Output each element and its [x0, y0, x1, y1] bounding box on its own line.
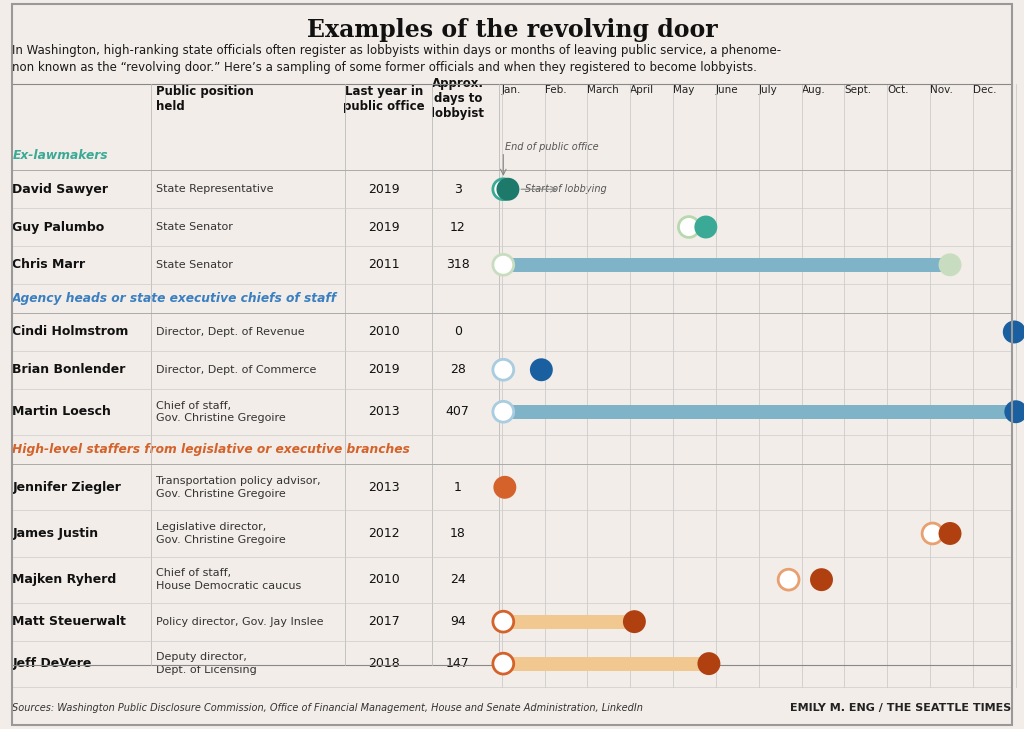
Ellipse shape	[923, 523, 943, 544]
Ellipse shape	[493, 611, 514, 632]
Text: 2010: 2010	[368, 573, 400, 586]
Text: 2012: 2012	[369, 527, 399, 540]
Text: Transportation policy advisor,
Gov. Christine Gregoire: Transportation policy advisor, Gov. Chri…	[156, 476, 321, 499]
Text: 18: 18	[450, 527, 466, 540]
Ellipse shape	[1004, 321, 1024, 343]
Ellipse shape	[778, 569, 799, 590]
Text: July: July	[759, 85, 777, 95]
Text: 28: 28	[450, 363, 466, 376]
Text: James Justin: James Justin	[12, 527, 98, 540]
Text: Director, Dept. of Commerce: Director, Dept. of Commerce	[156, 364, 316, 375]
Text: 2019: 2019	[369, 363, 399, 376]
Bar	[504, 657, 709, 671]
Ellipse shape	[495, 477, 515, 498]
Text: 3: 3	[454, 183, 462, 195]
Ellipse shape	[624, 611, 645, 632]
Text: 12: 12	[450, 220, 466, 233]
Text: High-level staffers from legislative or executive branches: High-level staffers from legislative or …	[12, 443, 410, 456]
Text: Chief of staff,
House Democratic caucus: Chief of staff, House Democratic caucus	[156, 569, 301, 591]
Ellipse shape	[493, 402, 514, 422]
Text: Examples of the revolving door: Examples of the revolving door	[306, 18, 718, 42]
Text: Jan.: Jan.	[502, 85, 521, 95]
Ellipse shape	[493, 359, 514, 380]
Ellipse shape	[493, 179, 514, 200]
Text: Legislative director,
Gov. Christine Gregoire: Legislative director, Gov. Christine Gre…	[156, 522, 286, 545]
Text: Chief of staff,
Gov. Christine Gregoire: Chief of staff, Gov. Christine Gregoire	[156, 400, 286, 423]
Text: June: June	[716, 85, 738, 95]
Text: 147: 147	[445, 657, 470, 670]
Text: 94: 94	[450, 615, 466, 628]
Ellipse shape	[695, 217, 716, 238]
Ellipse shape	[811, 569, 831, 590]
Text: March: March	[588, 85, 620, 95]
Text: May: May	[673, 85, 694, 95]
Ellipse shape	[940, 254, 961, 276]
Text: Ex-lawmakers: Ex-lawmakers	[12, 149, 108, 162]
Text: April: April	[630, 85, 654, 95]
Text: Majken Ryherd: Majken Ryherd	[12, 573, 117, 586]
Ellipse shape	[940, 523, 961, 544]
Text: State Representative: State Representative	[156, 184, 273, 194]
Ellipse shape	[530, 359, 552, 380]
Text: David Sawyer: David Sawyer	[12, 183, 109, 195]
Ellipse shape	[679, 217, 699, 238]
Text: Oct.: Oct.	[887, 85, 908, 95]
Text: Feb.: Feb.	[545, 85, 566, 95]
Text: Guy Palumbo: Guy Palumbo	[12, 220, 104, 233]
Text: 2019: 2019	[369, 183, 399, 195]
Text: Jennifer Ziegler: Jennifer Ziegler	[12, 481, 121, 494]
Text: State Senator: State Senator	[156, 260, 232, 270]
Text: 407: 407	[445, 405, 470, 418]
Text: Approx.
days to
lobbyist: Approx. days to lobbyist	[431, 77, 484, 120]
Text: Start of lobbying: Start of lobbying	[524, 184, 606, 194]
Text: Matt Steuerwalt: Matt Steuerwalt	[12, 615, 126, 628]
Text: Nov.: Nov.	[930, 85, 953, 95]
Text: Policy director, Gov. Jay Inslee: Policy director, Gov. Jay Inslee	[156, 617, 324, 627]
Text: EMILY M. ENG / THE SEATTLE TIMES: EMILY M. ENG / THE SEATTLE TIMES	[791, 703, 1012, 713]
Text: Martin Loesch: Martin Loesch	[12, 405, 112, 418]
Text: 1: 1	[454, 481, 462, 494]
Text: Brian Bonlender: Brian Bonlender	[12, 363, 126, 376]
Text: Jeff DeVere: Jeff DeVere	[12, 657, 92, 670]
Text: 2013: 2013	[369, 481, 399, 494]
Text: Deputy director,
Dept. of Licensing: Deputy director, Dept. of Licensing	[156, 652, 256, 675]
Ellipse shape	[498, 179, 518, 200]
Text: 2013: 2013	[369, 405, 399, 418]
Text: Agency heads or state executive chiefs of staff: Agency heads or state executive chiefs o…	[12, 292, 338, 305]
Text: Cindi Holmstrom: Cindi Holmstrom	[12, 325, 129, 338]
Bar	[504, 405, 1016, 418]
Text: 2019: 2019	[369, 220, 399, 233]
Bar	[504, 258, 950, 272]
Text: 2011: 2011	[369, 258, 399, 271]
Text: 318: 318	[445, 258, 470, 271]
Ellipse shape	[698, 653, 719, 674]
Text: 2018: 2018	[368, 657, 400, 670]
Text: Chris Marr: Chris Marr	[12, 258, 85, 271]
Text: Sept.: Sept.	[845, 85, 871, 95]
Ellipse shape	[493, 653, 514, 674]
Text: 24: 24	[450, 573, 466, 586]
Text: Aug.: Aug.	[802, 85, 825, 95]
Text: State Senator: State Senator	[156, 222, 232, 232]
Text: Last year in
public office: Last year in public office	[343, 85, 425, 113]
Ellipse shape	[493, 254, 514, 276]
Text: Sources: Washington Public Disclosure Commission, Office of Financial Management: Sources: Washington Public Disclosure Co…	[12, 703, 643, 713]
Text: Public position
held: Public position held	[156, 85, 253, 113]
Text: 2017: 2017	[368, 615, 400, 628]
Text: Director, Dept. of Revenue: Director, Dept. of Revenue	[156, 327, 304, 337]
Bar	[504, 615, 635, 628]
Text: In Washington, high-ranking state officials often register as lobbyists within d: In Washington, high-ranking state offici…	[12, 44, 781, 74]
Text: 2010: 2010	[368, 325, 400, 338]
Text: 0: 0	[454, 325, 462, 338]
Ellipse shape	[1006, 402, 1024, 422]
Text: Dec.: Dec.	[973, 85, 996, 95]
Text: End of public office: End of public office	[506, 141, 599, 152]
